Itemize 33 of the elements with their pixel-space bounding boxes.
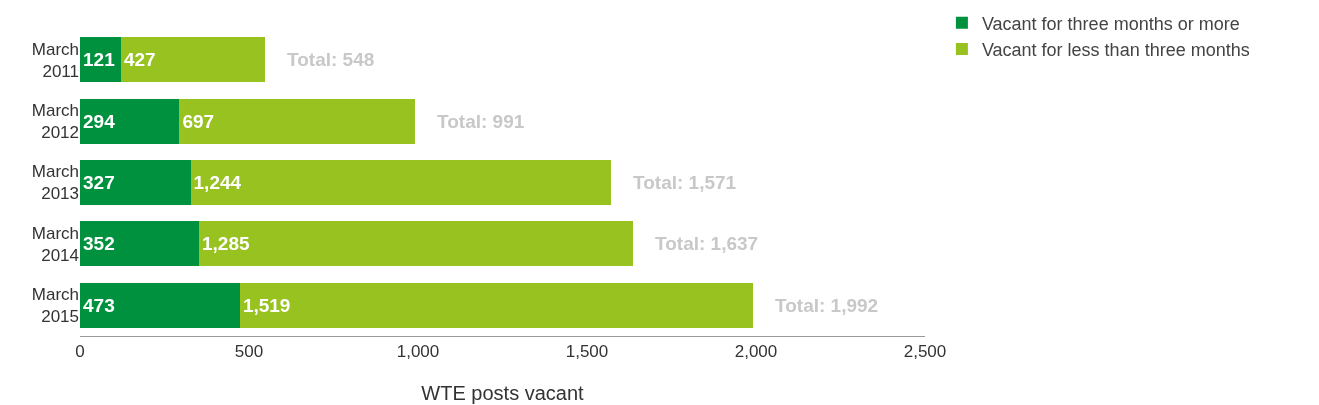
y-tick-label: March 2015 (31, 285, 79, 327)
bar (179, 98, 415, 144)
x-axis-title: WTE posts vacant (421, 381, 585, 404)
x-tick-label: 2,000 (734, 342, 778, 362)
bar (80, 282, 240, 328)
x-tick-label: 2,500 (903, 342, 947, 362)
data-label: 427 (123, 49, 156, 71)
x-tick-label: 0 (75, 342, 85, 362)
bar (80, 160, 191, 205)
data-label: 352 (83, 233, 115, 255)
y-tick-label: March 2013 (31, 162, 79, 204)
data-label: 473 (83, 294, 115, 316)
bar (198, 221, 634, 267)
data-label: 1,519 (242, 294, 291, 316)
bar (80, 98, 180, 144)
y-tick-label: March 2012 (31, 101, 79, 143)
x-tick-label: 1,000 (396, 342, 440, 362)
data-label: 697 (182, 110, 215, 132)
x-tick-label: 500 (234, 342, 264, 362)
data-label: 1,244 (193, 172, 242, 193)
data-label: 327 (83, 172, 115, 193)
x-tick-label: 1,500 (565, 342, 609, 362)
bar (120, 37, 266, 83)
bar (80, 221, 199, 267)
data-label: 121 (83, 49, 116, 71)
legend-label: Vacant for three months or more (981, 13, 1240, 34)
y-tick-label: March 2014 (31, 223, 79, 265)
legend-label: Vacant for less than three months (981, 40, 1250, 61)
data-label: 294 (83, 110, 116, 132)
data-label: 1,285 (201, 233, 250, 255)
y-tick-label: March 2011 (31, 39, 79, 81)
bar (190, 160, 611, 205)
bar (239, 282, 754, 328)
